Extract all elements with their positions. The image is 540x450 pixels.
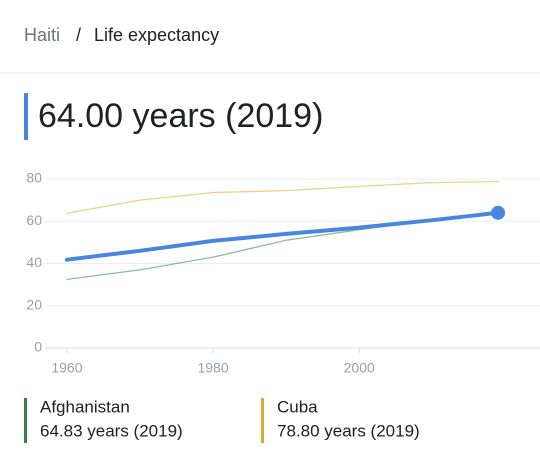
y-tick-label: 80	[26, 170, 42, 186]
x-tick-label: 1960	[51, 360, 82, 376]
headline-bar	[24, 93, 28, 140]
legend-value: 64.83 years (2019)	[40, 421, 183, 440]
legend-value: 78.80 years (2019)	[277, 421, 420, 440]
y-tick-label: 40	[26, 254, 42, 270]
x-tick-label: 2000	[344, 360, 375, 376]
end-point	[491, 205, 506, 220]
breadcrumb-country[interactable]: Haiti	[24, 25, 60, 45]
headline: 64.00 years (2019)	[38, 97, 323, 135]
x-tick-label: 1980	[197, 360, 228, 376]
legend-swatch	[24, 398, 27, 443]
breadcrumb-page: Life expectancy	[94, 25, 219, 45]
breadcrumb-separator: /	[76, 25, 81, 45]
y-tick-label: 0	[34, 339, 42, 355]
legend-name: Afghanistan	[40, 397, 130, 416]
series-line	[64, 210, 501, 262]
y-tick-label: 60	[26, 212, 42, 228]
series-line	[66, 180, 499, 214]
y-tick-label: 20	[26, 296, 42, 312]
legend-name: Cuba	[277, 397, 318, 416]
legend-swatch	[261, 398, 264, 443]
